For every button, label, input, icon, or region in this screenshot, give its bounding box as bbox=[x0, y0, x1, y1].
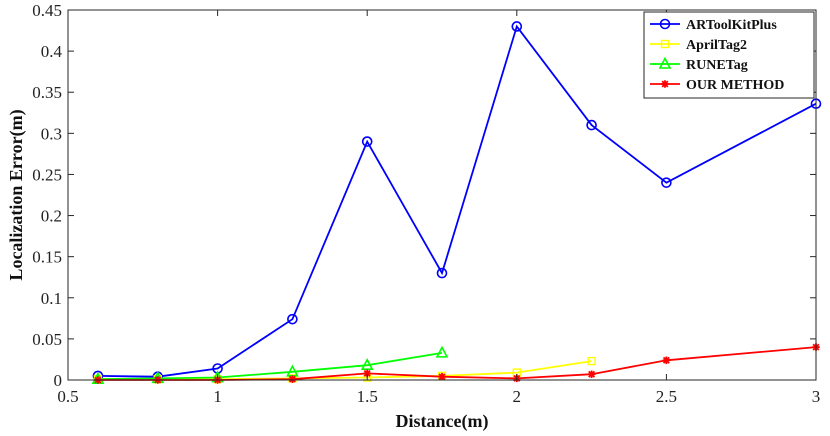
our-method-point bbox=[662, 356, 671, 365]
axes-layer: 0.5 1 1.5 2 2.5 3 0 0.05 0.1 0.15 0.2 0.25 0.3 0.35 0.… bbox=[32, 1, 820, 406]
x-tick-label: 2.5 bbox=[656, 387, 677, 406]
legend-label-our-method: OUR METHOD bbox=[686, 78, 784, 93]
x-axis-title: Distance(m) bbox=[396, 411, 489, 432]
artoolkitplus-point bbox=[586, 119, 597, 131]
legend-label-artoolkitplus: ARToolKitPlus bbox=[686, 18, 777, 33]
legend-our-method-point bbox=[661, 80, 669, 88]
y-axis-title: Localization Error(m) bbox=[6, 109, 27, 280]
y-tick-label: 0.4 bbox=[41, 42, 63, 61]
x-tick-label: 2 bbox=[513, 387, 522, 406]
runetag-point bbox=[360, 357, 374, 371]
y-tick-label: 0.2 bbox=[41, 207, 62, 226]
artoolkitplus-point bbox=[361, 136, 373, 147]
legend-label-apriltag2: AprilTag2 bbox=[686, 38, 747, 53]
artoolkitplus-point bbox=[661, 177, 672, 188]
apriltag2-point bbox=[587, 356, 596, 366]
y-tick-label: 0.05 bbox=[32, 330, 62, 349]
artoolkitplus-point bbox=[511, 21, 523, 32]
artoolkitplus-point bbox=[436, 267, 448, 279]
legend-runetag-point bbox=[658, 56, 672, 69]
our-method-point bbox=[288, 375, 297, 383]
y-tick-label: 0.1 bbox=[41, 289, 62, 308]
y-tick-label: 0.15 bbox=[32, 248, 62, 267]
our-method-point bbox=[438, 372, 446, 381]
our-method-point bbox=[363, 369, 371, 378]
legend: ARToolKitPlus AprilTag2 RUNETag OUR METHOD bbox=[643, 11, 815, 99]
series-line-artoolkitplus bbox=[97, 24, 817, 378]
plot-frame bbox=[67, 9, 817, 381]
x-tick-label: 1.5 bbox=[357, 387, 378, 406]
y-tick-label: 0.35 bbox=[32, 83, 62, 102]
runetag-point bbox=[435, 345, 449, 358]
artoolkitplus-point bbox=[287, 313, 298, 325]
legend-label-runetag: RUNETag bbox=[686, 58, 748, 73]
x-tick-label: 1 bbox=[213, 387, 222, 406]
our-method-point bbox=[587, 370, 596, 379]
legend-apriltag2-point bbox=[660, 39, 670, 49]
x-tick-label: 0.5 bbox=[57, 387, 78, 406]
x-tick-label: 3 bbox=[812, 387, 821, 406]
y-tick-label: 0.3 bbox=[41, 124, 62, 143]
legend-artoolkitplus-point bbox=[659, 18, 671, 30]
series-line-runetag bbox=[97, 352, 443, 381]
y-tick-label: 0.45 bbox=[32, 1, 62, 20]
y-tick-label: 0 bbox=[54, 371, 63, 390]
y-tick-label: 0.25 bbox=[32, 165, 62, 184]
